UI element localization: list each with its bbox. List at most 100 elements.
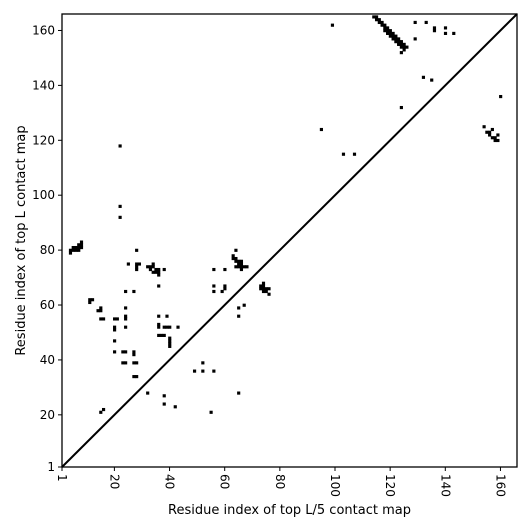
contact-point [399,105,403,110]
contact-point [443,31,448,35]
contact-point [157,333,161,337]
contact-point [239,262,244,266]
y-tick-label: 160 [32,23,55,37]
contact-point [234,256,238,261]
contact-point [242,303,246,307]
contact-point [99,306,103,310]
x-tick-label: 100 [328,474,342,497]
contact-point [96,309,100,313]
contact-point [490,127,494,132]
contact-point [394,34,398,38]
contact-point [157,267,161,272]
contact-point [245,265,249,269]
contact-point [261,284,266,288]
contact-point [154,267,158,272]
contact-point [88,298,92,302]
contact-point [377,18,381,22]
contact-point [212,284,216,288]
contact-point [383,26,387,30]
contact-point [159,333,164,337]
contact-point [231,254,235,258]
contact-point [146,391,150,395]
y-tick-label: 100 [32,188,55,202]
contact-point [239,259,244,263]
contact-point [259,284,263,288]
contact-point [124,361,128,365]
contact-point [424,20,428,25]
contact-point [352,152,357,156]
y-axis-label: Residue index of top L contact map [14,125,29,355]
contact-point [264,289,268,294]
contact-point [74,245,78,250]
contact-point [430,78,434,82]
contact-point [394,37,398,41]
contact-point [151,270,155,274]
contact-point [386,31,390,35]
contact-point [99,317,103,321]
contact-point [220,289,224,294]
contact-point [341,152,346,156]
contact-point [121,361,125,365]
contact-point [132,289,136,294]
contact-point [157,325,161,329]
contact-point [267,292,271,296]
contact-point [485,130,489,134]
contact-point [374,15,379,19]
contact-point [239,267,244,272]
contact-point [132,350,136,354]
contact-point [386,26,390,30]
contact-point [132,361,136,365]
contact-point [374,18,379,22]
contact-point [234,265,238,269]
contact-point [113,350,117,354]
contact-point [118,204,122,208]
y-tick-label: 40 [40,353,55,367]
y-tick-label: 120 [32,133,55,147]
contact-point [176,325,180,329]
contact-point [148,265,153,269]
contact-point [237,391,241,395]
contact-point [212,289,216,294]
contact-point [397,42,401,46]
contact-point [261,289,266,294]
contact-point [135,262,139,266]
contact-point [391,34,395,38]
x-tick-label: 160 [493,474,507,497]
contact-point [383,29,387,33]
contact-point [168,325,172,329]
contact-point [499,94,503,99]
contact-point [118,144,122,148]
contact-point [488,133,492,137]
contact-point [209,410,213,414]
x-tick-label: 40 [163,474,177,489]
contact-point [113,328,117,332]
contact-point [90,298,95,302]
contact-point [168,336,172,340]
contact-point [77,245,81,250]
contact-point [71,248,75,252]
contact-point [237,306,241,310]
contact-point [242,265,246,269]
contact-point [126,262,130,266]
contact-point [135,267,139,272]
contact-point [157,314,161,318]
contact-point [68,248,73,252]
contact-point [124,317,128,321]
x-tick-label: 80 [273,474,287,489]
contact-point [399,51,403,55]
contact-point [482,125,486,129]
contact-point [168,342,172,346]
contact-point [113,325,117,329]
y-tick-label: 80 [40,243,55,257]
contact-point [162,402,166,406]
contact-point [259,287,263,291]
contact-point [397,40,401,44]
contact-point [162,267,166,272]
contact-point [399,42,403,46]
contact-point [99,410,103,414]
contact-point [154,270,158,274]
contact-point [124,306,128,310]
contact-point [380,23,384,27]
contact-point [383,23,387,27]
contact-point [413,37,417,41]
